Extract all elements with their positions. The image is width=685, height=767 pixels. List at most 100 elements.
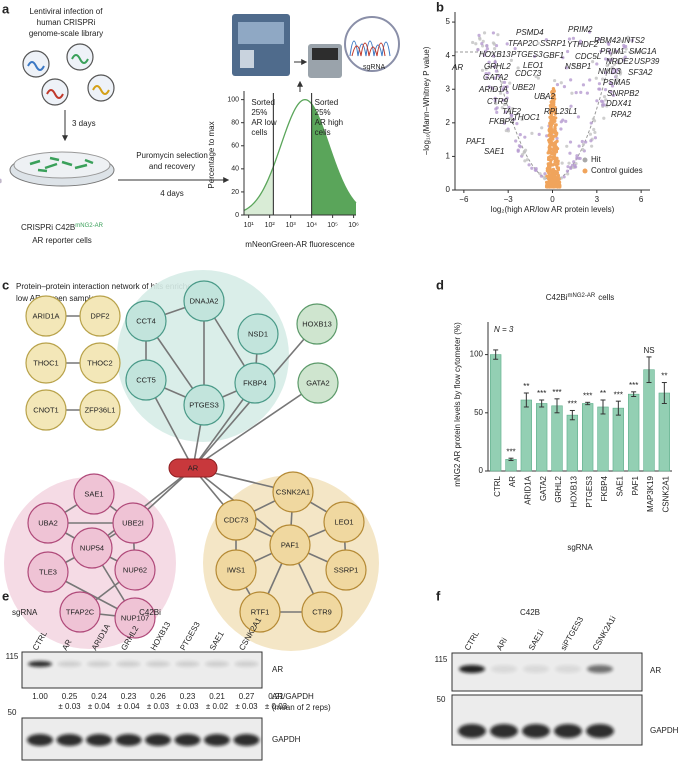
hit-dot — [480, 42, 484, 46]
ratio-value: 0.25 — [62, 692, 78, 701]
control-dot — [554, 123, 558, 127]
node-shape — [215, 499, 257, 541]
gene-label: INTS2 — [622, 36, 645, 45]
hit-dot — [606, 41, 610, 45]
step-text: Puromycin selection — [136, 151, 208, 160]
hit-dot — [488, 64, 492, 69]
x-tick-label: CTRL — [493, 475, 502, 496]
network-node: CCT4 — [125, 300, 167, 342]
lane-label: CSNK2A1i — [591, 614, 618, 652]
y-tick-label: 1 — [446, 152, 451, 161]
network-node: UBA2 — [27, 502, 69, 544]
hit-dot — [561, 56, 565, 60]
gate-label: Sorted — [251, 98, 275, 107]
panel-label: c — [2, 277, 9, 292]
gene-label: SNRPB2 — [607, 89, 640, 98]
lane-label: SAE1i — [527, 628, 546, 652]
hit-dot — [600, 77, 605, 81]
hit-dot — [566, 165, 570, 169]
network-node: THOC2 — [79, 342, 121, 384]
node-shape — [73, 473, 115, 515]
control-dot — [554, 140, 558, 144]
gene-label: THOC1 — [513, 113, 540, 122]
network-edge — [192, 382, 319, 469]
intro-text: Lentiviral infection of — [30, 7, 104, 16]
hit-dot — [536, 76, 540, 80]
panel-label: f — [436, 588, 441, 603]
node-shape — [125, 300, 167, 342]
network-node: IWS1 — [215, 549, 257, 591]
hit-dot — [593, 136, 598, 140]
node-label: TFAP2C — [66, 607, 95, 616]
hit-dot — [618, 72, 622, 76]
hit-dot — [614, 81, 618, 85]
blot-band — [205, 661, 229, 667]
node-shape — [59, 591, 101, 633]
blot-band — [554, 724, 582, 738]
hit-dot — [584, 140, 588, 144]
ratio-value: 0.23 — [121, 692, 137, 701]
x-axis-label: mNeonGreen-AR fluorescence — [245, 240, 355, 249]
gene-label: NRDE2 — [606, 57, 634, 66]
gene-label: GATA2 — [483, 73, 509, 82]
gene-label: DDX41 — [606, 99, 632, 108]
network-node: CSNK2A1 — [272, 471, 314, 513]
step-text: and recovery — [149, 162, 195, 171]
hit-dot — [516, 149, 520, 153]
y-tick-label: 2 — [446, 118, 451, 127]
gate-label: AR high — [315, 118, 343, 127]
control-dot — [553, 160, 557, 164]
blot-band — [234, 661, 259, 667]
hit-dot — [597, 82, 602, 86]
hit-dot — [474, 42, 478, 46]
panel-label: a — [2, 1, 10, 16]
node-shape — [323, 501, 365, 543]
node-shape — [114, 597, 156, 639]
hit-dot — [496, 33, 500, 37]
hit-dot — [559, 127, 563, 131]
hit-dot — [493, 99, 497, 103]
ratio-value: 0.27 — [239, 692, 255, 701]
control-dot — [549, 100, 553, 104]
x-tick-label: HOXB13 — [569, 475, 578, 507]
gate-label: cells — [251, 128, 267, 137]
gene-label: PAF1 — [466, 137, 485, 146]
hit-dot — [515, 122, 519, 126]
hit-dot — [581, 142, 586, 146]
hit-dot — [569, 165, 573, 169]
control-dot — [550, 143, 554, 147]
network-node: CTR9 — [301, 591, 343, 633]
y-tick-label: 4 — [446, 51, 451, 60]
network-node: LEO1 — [323, 501, 365, 543]
marker-label: 115 — [435, 655, 448, 664]
hit-dot — [591, 59, 595, 64]
node-label: RTF1 — [251, 607, 270, 616]
y-tick-label: 0 — [479, 466, 484, 475]
marker-label: 50 — [8, 708, 17, 717]
control-dot — [556, 146, 560, 151]
hit-dot — [630, 38, 634, 43]
hit-dot — [578, 156, 582, 161]
hit-dot — [537, 132, 541, 136]
y-tick-label: 100 — [470, 350, 484, 359]
protein-label: AR — [650, 666, 661, 675]
y-tick-label: 0 — [446, 185, 451, 194]
hit-dot — [623, 55, 627, 59]
control-dot — [552, 162, 557, 166]
chart-title-text: C42Bi — [546, 293, 568, 302]
significance-label: *** — [629, 381, 638, 390]
gene-label: FKBP4 — [489, 117, 515, 126]
significance-label: ** — [523, 382, 529, 391]
node-shape — [301, 591, 343, 633]
marker-label: 115 — [6, 652, 19, 661]
y-tick-label: 100 — [227, 96, 239, 103]
node-label: AR — [188, 463, 199, 472]
blot-band — [204, 734, 230, 746]
node-label: HOXB13 — [302, 319, 332, 328]
x-tick-label: GATA2 — [539, 475, 548, 501]
hit-dot — [471, 40, 475, 45]
node-shape — [79, 389, 121, 431]
y-tick-label: 20 — [231, 189, 239, 196]
node-shape — [215, 549, 257, 591]
gene-label: CDC5L — [575, 52, 601, 61]
